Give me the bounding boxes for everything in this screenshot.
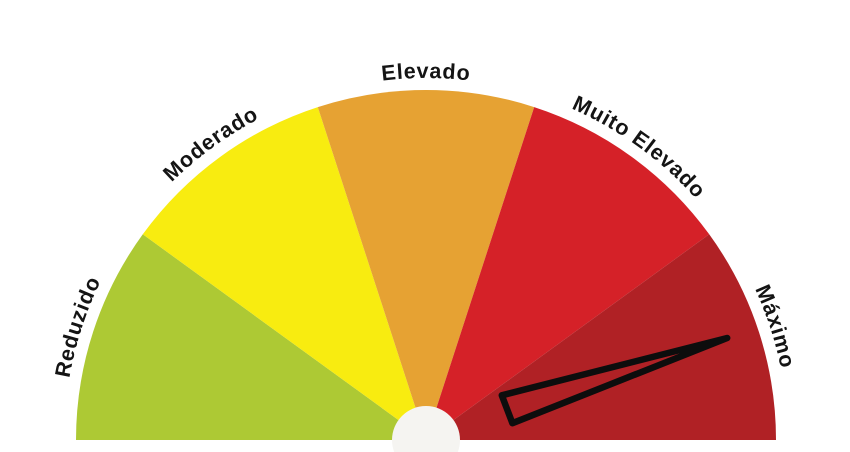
gauge-segment-elevado bbox=[317, 89, 535, 441]
gauge-segments bbox=[75, 89, 776, 441]
gauge-segment-maximo bbox=[426, 234, 776, 440]
gauge-hub-hole bbox=[392, 406, 460, 452]
gauge-needle bbox=[498, 334, 731, 427]
gauge-segment-reduzido bbox=[75, 234, 426, 440]
gauge-segment-moderado bbox=[142, 107, 427, 440]
gauge-segment-muito-elevado bbox=[426, 107, 710, 440]
segment-label-elevado: Elevado bbox=[380, 59, 472, 86]
